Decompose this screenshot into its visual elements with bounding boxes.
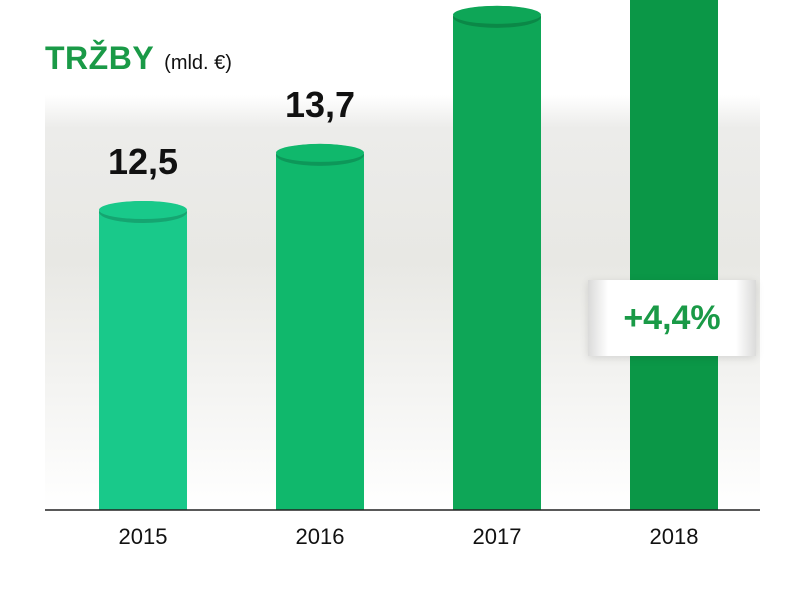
value-label: 12,5 xyxy=(108,141,178,182)
growth-badge-text: +4,4% xyxy=(623,298,721,337)
bar-body xyxy=(453,16,541,511)
growth-badge: +4,4% xyxy=(588,280,756,356)
bar-2016 xyxy=(276,143,364,510)
chart-title: TRŽBY xyxy=(45,40,155,76)
x-tick-label: 2017 xyxy=(473,524,522,549)
x-tick-label: 2015 xyxy=(119,524,168,549)
bar-2015 xyxy=(99,201,187,510)
bar-2017 xyxy=(453,5,541,511)
chart-header: TRŽBY (mld. €) xyxy=(45,40,232,77)
bar-top xyxy=(453,5,541,24)
x-tick-label: 2016 xyxy=(296,524,345,549)
bar-body xyxy=(276,154,364,510)
x-tick-label: 2018 xyxy=(650,524,699,549)
bar-body xyxy=(630,0,718,510)
bar-body xyxy=(99,212,187,510)
value-label: 13,7 xyxy=(285,84,355,125)
bar-top xyxy=(99,201,187,219)
chart-unit: (mld. €) xyxy=(164,52,232,74)
bar-top xyxy=(276,143,364,162)
bar-2018 xyxy=(630,0,718,510)
